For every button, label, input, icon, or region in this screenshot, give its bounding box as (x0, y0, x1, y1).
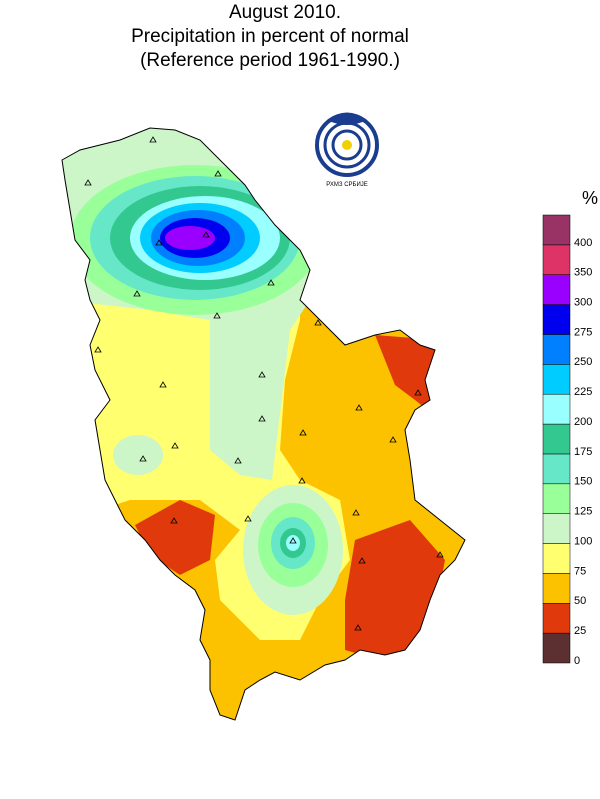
legend-swatch (542, 632, 571, 664)
legend-swatch (542, 603, 571, 634)
legend-tick-label: 225 (574, 386, 592, 398)
legend-swatch (542, 453, 571, 485)
legend-swatch (542, 364, 571, 395)
legend-tick-label: 25 (574, 625, 586, 637)
legend-swatch (542, 334, 571, 365)
legend-tick-label: 75 (574, 565, 586, 577)
legend-swatch (542, 304, 571, 335)
legend: % 0 25 50 75 100 125 150 175 200 225 250 275 300 350 4… (542, 188, 598, 667)
logo: РХМЗ СРБИЈЕ (315, 112, 379, 188)
legend-tick-label: 250 (574, 356, 592, 368)
legend-tick-label: 350 (574, 267, 592, 279)
legend-tick-label: 200 (574, 416, 592, 428)
legend-tick-label: 175 (574, 446, 592, 458)
legend-swatch (542, 513, 571, 544)
legend-swatch (542, 274, 571, 305)
legend-tick-label: 0 (574, 655, 580, 667)
legend-swatch (542, 244, 571, 275)
legend-tick-label: 300 (574, 297, 592, 309)
title-line: August 2010. (229, 2, 341, 23)
logo-text: РХМЗ СРБИЈЕ (326, 182, 368, 188)
legend-tick-label: 400 (574, 237, 592, 249)
legend-swatch (542, 214, 571, 246)
title-line: (Reference period 1961-1990.) (140, 50, 400, 71)
precipitation-field (62, 128, 465, 720)
legend-swatch (542, 543, 571, 574)
legend-swatch (542, 423, 571, 455)
legend-tick-label: 100 (574, 535, 592, 547)
stations (84, 136, 444, 631)
legend-tick-label: 50 (574, 595, 586, 607)
legend-swatch (542, 573, 571, 604)
legend-tick-label: 125 (574, 506, 592, 518)
legend-tick-label: 150 (574, 476, 592, 488)
title-line: Precipitation in percent of normal (131, 26, 409, 47)
legend-swatch (542, 393, 571, 425)
legend-tick-label: 275 (574, 326, 592, 338)
legend-unit: % (582, 188, 598, 208)
legend-swatch (542, 483, 571, 514)
